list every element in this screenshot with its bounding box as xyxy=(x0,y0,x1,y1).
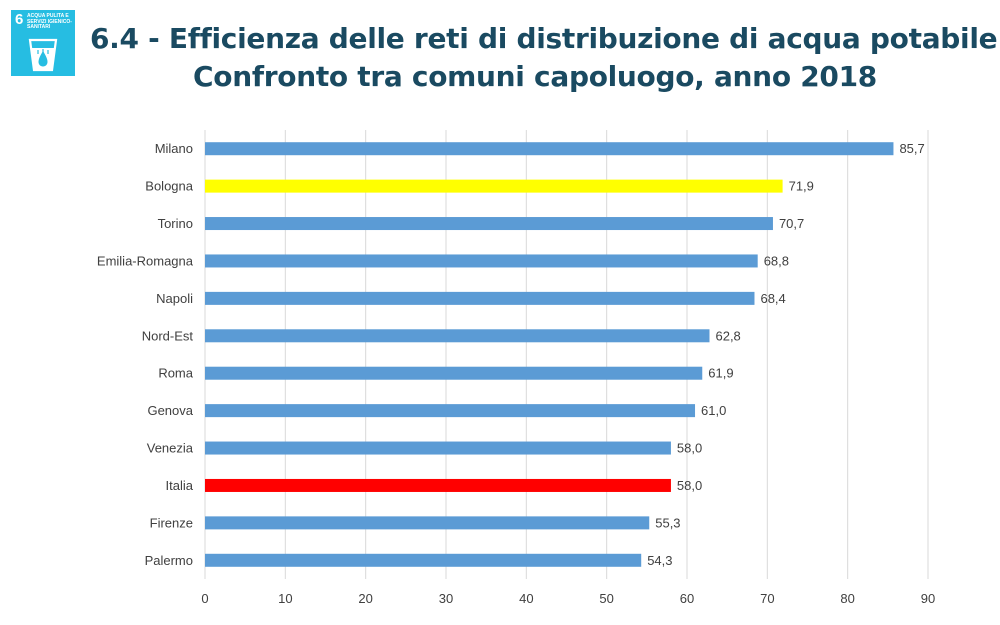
chart-bars xyxy=(205,142,894,567)
value-label: 62,8 xyxy=(715,328,740,343)
bar-napoli xyxy=(205,291,755,305)
x-tick-label: 50 xyxy=(599,591,613,606)
category-label: Palermo xyxy=(145,553,193,568)
value-label: 61,0 xyxy=(701,403,726,418)
category-label: Venezia xyxy=(147,441,194,456)
x-tick-label: 80 xyxy=(840,591,854,606)
value-label: 58,0 xyxy=(677,478,702,493)
value-label: 70,7 xyxy=(779,216,804,231)
chart-gridlines xyxy=(204,130,929,579)
sdg-goal-text: ACQUA PULITA E SERVIZI IGIENICO-SANITARI xyxy=(27,13,72,30)
category-label: Nord-Est xyxy=(142,328,194,343)
bar-firenze xyxy=(205,516,650,530)
chart-value-labels: 85,7 71,9 70,7 68,8 68,4 62,8 61,9 61,0 58,0 58,0… xyxy=(647,141,925,568)
category-label: Napoli xyxy=(156,291,193,306)
value-label: 58,0 xyxy=(677,441,702,456)
chart-x-tick-labels: 0 10 20 30 40 50 60 70 80 90 xyxy=(201,591,935,606)
bar-emilia-romagna xyxy=(205,254,758,268)
bar-genova xyxy=(205,404,696,418)
chart-title-line-1: 6.4 - Efficienza delle reti di distribuz… xyxy=(90,22,1000,55)
bar-roma xyxy=(205,366,703,380)
bar-torino xyxy=(205,217,773,231)
x-tick-label: 0 xyxy=(201,591,208,606)
bar-bologna xyxy=(205,179,783,193)
x-tick-label: 90 xyxy=(921,591,935,606)
category-label: Genova xyxy=(147,403,193,418)
sdg-goal-badge: 6 ACQUA PULITA E SERVIZI IGIENICO-SANITA… xyxy=(11,10,75,76)
chart-title: 6.4 - Efficienza delle reti di distribuz… xyxy=(90,20,1000,96)
bar-milano xyxy=(205,142,894,156)
value-label: 71,9 xyxy=(789,179,814,194)
bar-nord-est xyxy=(205,329,710,343)
value-label: 68,8 xyxy=(764,253,789,268)
x-tick-label: 20 xyxy=(358,591,372,606)
category-label: Emilia-Romagna xyxy=(97,253,194,268)
x-tick-label: 60 xyxy=(680,591,694,606)
value-label: 54,3 xyxy=(647,553,672,568)
category-label: Milano xyxy=(155,141,193,156)
category-label: Firenze xyxy=(150,515,193,530)
chart-category-labels: Milano Bologna Torino Emilia-Romagna Napoli N… xyxy=(97,141,194,568)
x-tick-label: 30 xyxy=(439,591,453,606)
sdg-goal-number: 6 xyxy=(15,11,24,28)
category-label: Roma xyxy=(158,366,193,381)
bar-venezia xyxy=(205,441,671,455)
category-label: Torino xyxy=(158,216,193,231)
value-label: 55,3 xyxy=(655,515,680,530)
value-label: 85,7 xyxy=(899,141,924,156)
x-tick-label: 40 xyxy=(519,591,533,606)
x-tick-label: 10 xyxy=(278,591,292,606)
category-label: Bologna xyxy=(145,179,193,194)
bar-palermo xyxy=(205,553,642,567)
category-label: Italia xyxy=(166,478,194,493)
water-drop-glass-icon xyxy=(28,38,58,72)
x-tick-label: 70 xyxy=(760,591,774,606)
value-label: 61,9 xyxy=(708,366,733,381)
bar-italia xyxy=(205,478,671,492)
value-label: 68,4 xyxy=(760,291,785,306)
chart-title-line-2: Confronto tra comuni capoluogo, anno 201… xyxy=(193,60,877,93)
